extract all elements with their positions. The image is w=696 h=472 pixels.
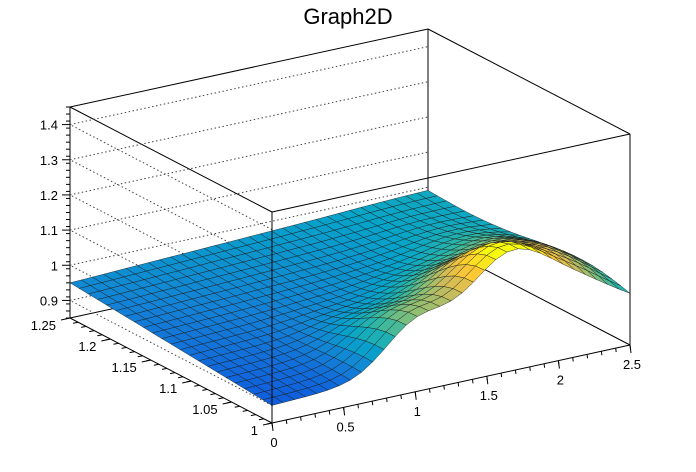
x-tick-label: 2 bbox=[557, 373, 564, 388]
x-minor-tick bbox=[557, 360, 560, 365]
x-minor-tick bbox=[600, 351, 603, 356]
surface-cell bbox=[262, 396, 284, 406]
frame-edge bbox=[69, 28, 429, 108]
y-minor-tick bbox=[113, 342, 119, 345]
y-minor-tick bbox=[137, 355, 143, 358]
y-minor-tick bbox=[242, 409, 248, 412]
z-tick-label: 1.1 bbox=[40, 223, 58, 238]
y-minor-tick bbox=[105, 338, 111, 341]
front-frame bbox=[271, 28, 631, 424]
x-tick-label: 0.5 bbox=[337, 419, 355, 434]
surface-mesh bbox=[69, 190, 631, 406]
y-minor-tick bbox=[161, 367, 168, 370]
chart-title: Graph2D bbox=[303, 4, 393, 29]
z-tick-label: 1.2 bbox=[40, 188, 58, 203]
y-minor-tick bbox=[210, 393, 216, 396]
x-minor-tick bbox=[514, 369, 517, 375]
y-minor-tick bbox=[218, 397, 224, 400]
y-minor-tick bbox=[186, 380, 192, 383]
gridline bbox=[69, 151, 429, 231]
x-minor-tick bbox=[443, 385, 445, 390]
x-minor-tick bbox=[371, 401, 374, 406]
axes: 0 0.5 1 1.5 2 2.5 1 1.05 1.1 1.15 1.2 1.25 0.9 1 1.1 1.… bbox=[31, 106, 641, 450]
y-minor-tick bbox=[97, 334, 103, 337]
x-minor-tick bbox=[529, 366, 531, 371]
y-minor-tick bbox=[121, 346, 127, 349]
frame-edge bbox=[271, 344, 631, 424]
x-minor-tick bbox=[486, 376, 488, 381]
frame-edge bbox=[69, 317, 273, 424]
y-minor-tick bbox=[202, 388, 208, 391]
y-tick-label: 1.1 bbox=[159, 381, 177, 396]
y-tick-label: 1.15 bbox=[111, 360, 136, 375]
x-minor-tick bbox=[285, 419, 288, 424]
y-minor-tick bbox=[226, 401, 232, 404]
x-minor-tick bbox=[457, 382, 460, 387]
x-tick-label: 2.5 bbox=[623, 357, 641, 372]
y-tick-label: 1.2 bbox=[78, 339, 96, 354]
x-minor-tick bbox=[586, 354, 589, 359]
x-minor-tick bbox=[414, 391, 417, 396]
x-minor-tick bbox=[572, 357, 574, 362]
y-tick-label: 1.25 bbox=[31, 318, 56, 333]
x-minor-tick bbox=[429, 388, 431, 393]
x-tick-label: 1 bbox=[414, 404, 421, 419]
y-minor-tick bbox=[153, 363, 159, 366]
y-minor-tick bbox=[89, 330, 95, 333]
x-minor-tick bbox=[343, 407, 345, 412]
z-tick-label: 1.3 bbox=[40, 153, 58, 168]
frame-edge bbox=[427, 28, 631, 135]
gridline bbox=[69, 46, 429, 126]
x-minor-tick bbox=[357, 404, 359, 409]
y-minor-tick bbox=[234, 405, 240, 408]
x-minor-tick bbox=[629, 344, 631, 350]
x-tick-label: 1.5 bbox=[480, 388, 498, 403]
y-minor-tick bbox=[145, 359, 151, 362]
x-minor-tick bbox=[471, 379, 474, 384]
y-minor-tick bbox=[266, 422, 273, 425]
x-tick-label: 0 bbox=[270, 435, 277, 450]
y-minor-tick bbox=[178, 376, 184, 379]
y-minor-tick bbox=[169, 372, 176, 375]
y-tick-label: 1 bbox=[251, 423, 258, 438]
gridline bbox=[69, 81, 429, 161]
x-minor-tick bbox=[615, 348, 617, 353]
x-minor-tick bbox=[271, 422, 273, 428]
y-minor-tick bbox=[129, 351, 135, 354]
x-minor-tick bbox=[543, 363, 546, 368]
y-tick-label: 1.05 bbox=[192, 402, 217, 417]
gridline bbox=[69, 116, 429, 196]
gridline bbox=[69, 186, 429, 266]
x-minor-tick bbox=[300, 416, 302, 421]
z-tick-label: 1 bbox=[51, 258, 58, 273]
y-minor-tick bbox=[194, 384, 200, 387]
x-minor-tick bbox=[500, 373, 503, 378]
x-minor-tick bbox=[314, 413, 316, 418]
z-tick-label: 1.4 bbox=[40, 118, 58, 133]
x-minor-tick bbox=[328, 410, 331, 415]
y-minor-tick bbox=[250, 414, 256, 417]
y-minor-tick bbox=[258, 418, 265, 421]
gridline bbox=[69, 124, 273, 231]
x-minor-tick bbox=[400, 394, 402, 399]
frame-edge bbox=[69, 106, 273, 213]
frame-edge bbox=[271, 133, 631, 213]
y-minor-tick bbox=[72, 321, 79, 324]
x-minor-tick bbox=[386, 397, 388, 403]
z-tick-label: 0.9 bbox=[40, 293, 58, 308]
surface-cell bbox=[609, 280, 631, 294]
y-minor-tick bbox=[81, 325, 87, 328]
